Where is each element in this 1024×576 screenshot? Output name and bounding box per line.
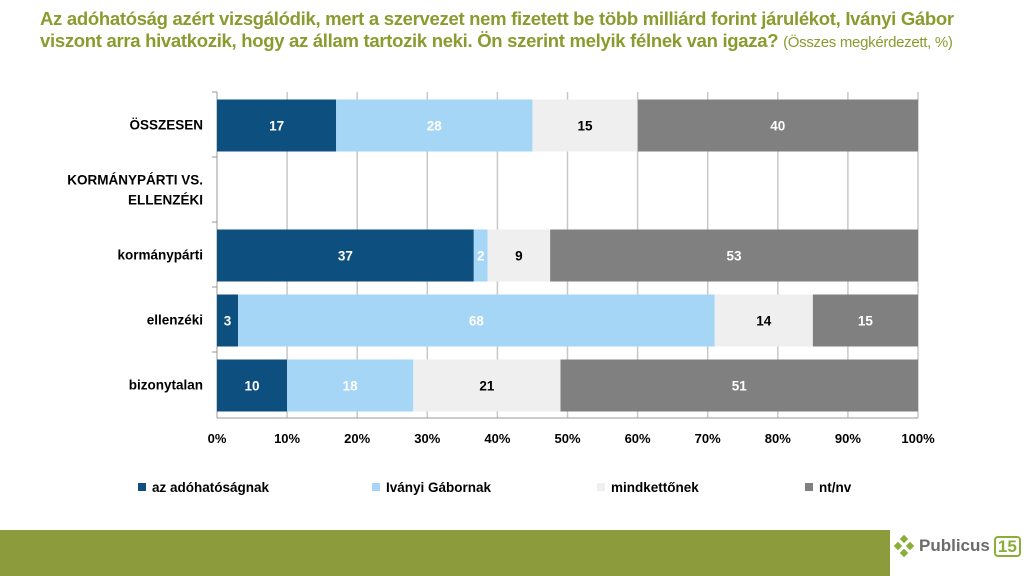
legend-label: mindkettőnek xyxy=(611,480,699,495)
bar-segment xyxy=(217,294,239,347)
data-label: 51 xyxy=(732,379,748,394)
data-label: 37 xyxy=(338,249,353,264)
x-tick-label: 40% xyxy=(484,431,510,446)
legend-label: az adóhatóságnak xyxy=(152,480,270,495)
data-label: 28 xyxy=(427,119,443,134)
category-label: KORMÁNYPÁRTI VS. xyxy=(67,173,203,188)
data-label: 3 xyxy=(224,314,232,329)
data-label: 18 xyxy=(343,379,359,394)
data-label: 17 xyxy=(269,119,284,134)
bar-segment xyxy=(714,294,813,347)
footer-band xyxy=(0,530,890,576)
x-tick-label: 70% xyxy=(695,431,721,446)
data-label: 15 xyxy=(858,314,874,329)
data-label: 10 xyxy=(245,379,260,394)
category-label: ELLENZÉKI xyxy=(128,193,203,208)
bar-segment xyxy=(473,229,488,282)
data-label: 53 xyxy=(727,249,743,264)
legend-label: Iványi Gábornak xyxy=(386,480,492,495)
legend-swatch xyxy=(372,483,380,491)
data-label: 68 xyxy=(469,314,485,329)
x-tick-label: 10% xyxy=(274,431,300,446)
data-label: 14 xyxy=(756,314,772,329)
legend-label: nt/nv xyxy=(819,480,852,495)
data-label: 15 xyxy=(578,119,594,134)
x-tick-label: 100% xyxy=(901,431,935,446)
category-label: ellenzéki xyxy=(147,313,203,328)
bar-segment xyxy=(287,359,414,412)
diamond-logo-icon xyxy=(893,535,915,557)
stacked-bar-chart: 0% 10% 20% 30% 40% 50% 60% 70% 80% 90% 100% ÖSSZESE… xyxy=(67,91,935,495)
bar-segment xyxy=(217,229,474,282)
legend-swatch xyxy=(805,483,813,491)
x-tick-label: 90% xyxy=(835,431,861,446)
x-tick-label: 80% xyxy=(765,431,791,446)
category-label: bizonytalan xyxy=(129,378,203,393)
x-tick-label: 30% xyxy=(414,431,440,446)
logo-number: 15 xyxy=(993,535,1021,557)
bar-segment xyxy=(637,99,918,152)
data-label: 9 xyxy=(515,249,523,264)
title-main: Az adóhatóság azért vizsgálódik, mert a … xyxy=(40,8,954,51)
legend-swatch xyxy=(138,483,146,491)
logo-text: Publicus xyxy=(919,536,990,555)
category-label: ÖSSZESEN xyxy=(129,118,203,133)
bar-segment xyxy=(532,99,638,152)
chart-title: Az adóhatóság azért vizsgálódik, mert a … xyxy=(40,8,1000,54)
data-label: 21 xyxy=(479,379,495,394)
bar-segment xyxy=(550,229,918,282)
x-tick-label: 60% xyxy=(625,431,651,446)
bar-segment xyxy=(812,294,918,347)
publicus-logo: Publicus 15 xyxy=(893,535,1021,557)
x-tick-label: 0% xyxy=(208,431,227,446)
title-subtitle: (Összes megkérdezett, %) xyxy=(783,34,953,51)
bar-segment xyxy=(487,229,551,282)
bar-segment xyxy=(560,359,918,412)
bar-segment xyxy=(217,359,288,412)
bar-segment xyxy=(217,99,337,152)
x-tick-label: 50% xyxy=(554,431,580,446)
x-tick-label: 20% xyxy=(344,431,370,446)
bar-segment xyxy=(238,294,715,347)
legend-swatch xyxy=(597,483,605,491)
data-label: 2 xyxy=(477,249,485,264)
bar-segment xyxy=(413,359,561,412)
data-label: 40 xyxy=(770,119,785,134)
bar-segment xyxy=(336,99,533,152)
category-label: kormánypárti xyxy=(117,248,203,263)
